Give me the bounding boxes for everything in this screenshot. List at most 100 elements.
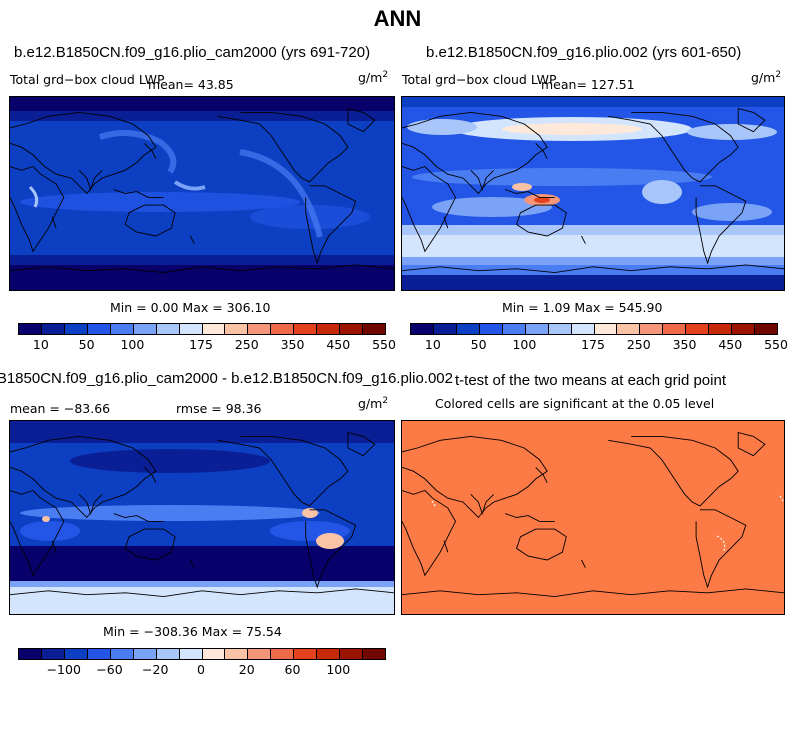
colorbar-tick-label: 350 [672, 337, 697, 352]
colorbar-segment [156, 649, 180, 659]
coastline [305, 509, 357, 589]
colorbar-segment [411, 324, 434, 334]
coastline [504, 513, 555, 522]
coastline [10, 165, 65, 253]
coastline [402, 435, 548, 519]
coastline [190, 235, 195, 244]
coastline [695, 509, 747, 589]
panel-br-map [401, 420, 785, 615]
coastline [402, 111, 548, 195]
coastline [608, 435, 739, 507]
coastline [470, 169, 495, 192]
panel-tl-map [9, 96, 395, 291]
colorbar-segment [64, 324, 88, 334]
panel-bl-rmse: rmse = 98.36 [176, 401, 262, 416]
colorbar-segment [363, 324, 385, 334]
colorbar-tick-label: −100 [46, 662, 81, 677]
colorbar-segment [732, 324, 756, 334]
colorbar-tick-label: 350 [280, 337, 305, 352]
colorbar-tick-label: −60 [96, 662, 123, 677]
panel-bl-colorbar [18, 648, 386, 660]
coastline [78, 493, 103, 516]
coastline [124, 204, 176, 237]
panel-tl-units: g/m2 [358, 70, 389, 86]
colorbar-segment [179, 649, 203, 659]
coastline [504, 189, 555, 198]
colorbar-segment [225, 324, 249, 334]
colorbar-segment [340, 649, 364, 659]
coastline [402, 489, 457, 577]
colorbar-segment [663, 324, 687, 334]
coastline [516, 204, 567, 237]
panel-tl-mean: mean= 43.85 [148, 77, 234, 92]
colorbar-segment [64, 649, 88, 659]
panel-bl-map [9, 420, 395, 615]
colorbar-segment [133, 324, 157, 334]
plot-main-title: ANN [373, 6, 422, 31]
coastline [737, 108, 766, 133]
coastline [347, 108, 376, 133]
colorbar-segment [479, 324, 503, 334]
colorbar-segment [271, 649, 295, 659]
coastline [443, 540, 449, 553]
colorbar-segment [179, 324, 203, 334]
colorbar-tick-label: 175 [581, 337, 605, 352]
panel-tr-colorbar [410, 323, 778, 335]
colorbar-segment [19, 324, 42, 334]
coastline [695, 185, 747, 265]
coastline [535, 466, 548, 484]
colorbar-tick-label: 0 [197, 662, 205, 677]
coastline [347, 432, 376, 457]
colorbar-segment [202, 324, 226, 334]
colorbar-tick-label: 60 [284, 662, 301, 677]
coastline [470, 493, 495, 516]
colorbar-segment [640, 324, 664, 334]
colorbar-segment [110, 324, 134, 334]
coastline [51, 540, 57, 553]
coastline [443, 216, 449, 229]
panel-tr-map [401, 96, 785, 291]
colorbar-tick-label: 50 [78, 337, 95, 352]
panel-bl-minmax: Min = −308.36 Max = 75.54 [103, 624, 282, 639]
coastline [10, 111, 157, 195]
coastline [402, 165, 457, 253]
colorbar-tick-label: 250 [234, 337, 259, 352]
coastline [190, 559, 195, 568]
panel-tl-colorbar [18, 323, 386, 335]
colorbar-segment [548, 324, 572, 334]
coastline [402, 264, 784, 274]
panel-tr-minmax: Min = 1.09 Max = 545.90 [502, 300, 663, 315]
coastline [144, 142, 157, 159]
colorbar-tick-label: 450 [326, 337, 351, 352]
colorbar-segment [41, 324, 65, 334]
coastline [10, 588, 394, 598]
coastline [113, 513, 164, 522]
colorbar-segment [294, 649, 318, 659]
coastline [217, 111, 349, 183]
colorbar-segment [755, 324, 777, 334]
panel-bl-units: g/m2 [358, 396, 389, 412]
colorbar-segment [248, 649, 272, 659]
colorbar-segment [709, 324, 733, 334]
coastline [608, 111, 739, 183]
panel-tl-variable: Total grd−box cloud LWP [10, 72, 165, 87]
colorbar-segment [225, 649, 249, 659]
colorbar-segment [110, 649, 134, 659]
colorbar-segment [317, 324, 341, 334]
colorbar-segment [686, 324, 710, 334]
colorbar-tick-label: 50 [470, 337, 487, 352]
colorbar-tick-label: −20 [142, 662, 169, 677]
colorbar-segment [133, 649, 157, 659]
colorbar-segment [571, 324, 595, 334]
colorbar-segment [502, 324, 526, 334]
panel-bl-case-title: b.e12.B1850CN.f09_g16.plio_cam2000 - b.e… [0, 370, 453, 387]
colorbar-segment [87, 324, 111, 334]
colorbar-tick-label: 10 [424, 337, 441, 352]
colorbar-segment [340, 324, 364, 334]
panel-bl-mean: mean = −83.66 [10, 401, 111, 416]
colorbar-tick-label: 550 [764, 337, 788, 352]
panel-tr-units: g/m2 [751, 70, 782, 86]
colorbar-segment [19, 649, 42, 659]
colorbar-tick-label: 250 [626, 337, 651, 352]
coastline [402, 588, 784, 598]
